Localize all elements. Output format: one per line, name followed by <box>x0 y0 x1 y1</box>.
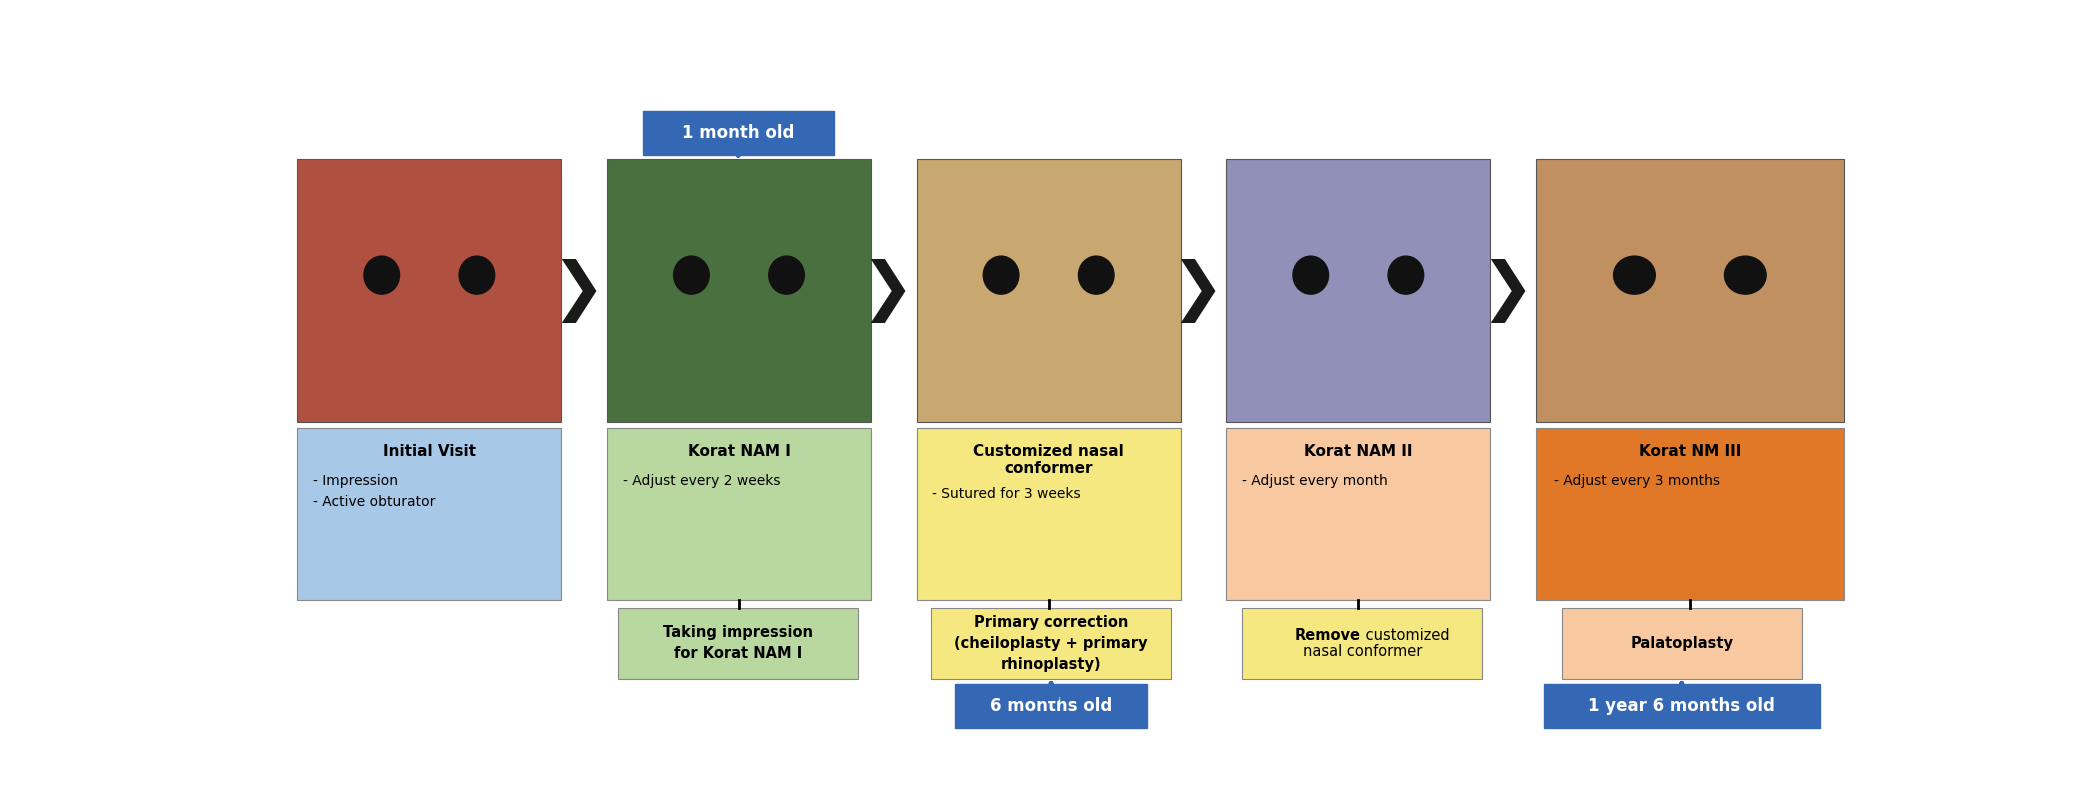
Text: Korat NAM II: Korat NAM II <box>1303 444 1412 459</box>
Ellipse shape <box>983 256 1019 295</box>
Bar <box>1536 429 1843 599</box>
Ellipse shape <box>768 256 805 295</box>
Text: Primary correction
(cheiloplasty + primary
rhinoplasty): Primary correction (cheiloplasty + prima… <box>954 615 1149 672</box>
Ellipse shape <box>1724 256 1768 295</box>
Ellipse shape <box>1077 256 1115 295</box>
Bar <box>931 607 1172 679</box>
Text: ❯: ❯ <box>1479 259 1533 323</box>
Text: ❯: ❯ <box>550 259 605 323</box>
Text: Customized nasal
conformer: Customized nasal conformer <box>973 444 1123 476</box>
Text: - Impression
- Active obturator: - Impression - Active obturator <box>314 474 435 509</box>
Text: - Adjust every month: - Adjust every month <box>1243 474 1387 488</box>
Bar <box>916 160 1180 422</box>
Text: Remove: Remove <box>1295 628 1360 643</box>
Text: Palatoplasty: Palatoplasty <box>1630 636 1734 651</box>
Text: ❯: ❯ <box>860 259 914 323</box>
Bar <box>1226 429 1490 599</box>
Ellipse shape <box>674 256 709 295</box>
Ellipse shape <box>458 256 496 295</box>
Bar <box>1563 607 1801 679</box>
Text: ❯: ❯ <box>1169 259 1224 323</box>
Bar <box>1226 160 1490 422</box>
Text: 1 year 6 months old: 1 year 6 months old <box>1588 697 1776 715</box>
Text: Korat NM III: Korat NM III <box>1638 444 1741 459</box>
Text: customized: customized <box>1360 628 1450 643</box>
Bar <box>297 160 561 422</box>
Text: - Adjust every 2 weeks: - Adjust every 2 weeks <box>623 474 780 488</box>
Text: - Adjust every 3 months: - Adjust every 3 months <box>1554 474 1720 488</box>
Bar <box>1536 160 1843 422</box>
Text: Korat NAM I: Korat NAM I <box>688 444 791 459</box>
Bar <box>642 110 835 155</box>
Bar <box>607 160 870 422</box>
Bar <box>617 607 858 679</box>
Bar <box>916 429 1180 599</box>
Ellipse shape <box>364 256 400 295</box>
Bar <box>956 684 1146 728</box>
Bar <box>297 429 561 599</box>
Bar <box>607 429 870 599</box>
Text: 1 month old: 1 month old <box>682 124 795 141</box>
Text: - Sutured for 3 weeks: - Sutured for 3 weeks <box>933 487 1082 500</box>
Bar <box>1544 684 1820 728</box>
Ellipse shape <box>1613 256 1657 295</box>
Text: Initial Visit: Initial Visit <box>383 444 475 459</box>
Ellipse shape <box>1293 256 1328 295</box>
Ellipse shape <box>1387 256 1425 295</box>
Text: Taking impression
for Korat NAM I: Taking impression for Korat NAM I <box>663 626 814 661</box>
Text: nasal conformer: nasal conformer <box>1303 644 1423 659</box>
Text: 6 months old: 6 months old <box>990 697 1113 715</box>
Bar <box>1243 607 1483 679</box>
